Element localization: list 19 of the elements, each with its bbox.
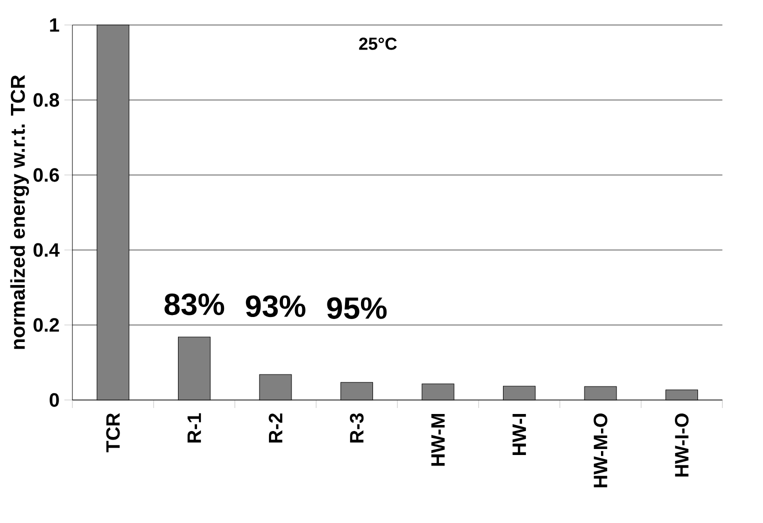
y-tick-label: 0.2	[34, 318, 59, 332]
y-tick-label: 0.6	[34, 168, 59, 182]
x-tick-label: HW-I	[512, 414, 526, 456]
y-tick-label: 0.8	[34, 93, 60, 107]
x-tick-label: R-2	[268, 413, 282, 443]
y-tick-label: 1	[50, 18, 60, 32]
y-tick-label: 0	[50, 393, 59, 407]
x-tick-label: HW-I-O	[674, 413, 689, 477]
y-axis-title: normalized energy w.r.t. TCR	[10, 75, 29, 349]
x-tick-label: HW-M-O	[594, 413, 608, 488]
x-tick-label: TCR	[106, 413, 120, 452]
x-tick-label: R-1	[188, 413, 201, 443]
y-tick-label: 0.4	[34, 243, 60, 257]
annotation: 93%	[246, 295, 306, 318]
annotation: 83%	[164, 293, 224, 316]
annotation: 95%	[327, 297, 387, 319]
annotation: 25°C	[359, 38, 397, 50]
x-tick-label: HW-M	[431, 414, 445, 466]
x-tick-label: R-3	[350, 413, 364, 443]
